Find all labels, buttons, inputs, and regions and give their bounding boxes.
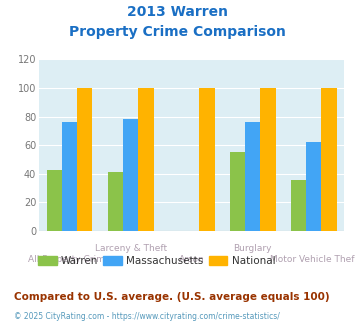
Text: Arson: Arson [179,255,204,264]
Text: Burglary: Burglary [234,244,272,253]
Bar [47,170,62,231]
Bar [62,122,77,231]
Text: Compared to U.S. average. (U.S. average equals 100): Compared to U.S. average. (U.S. average … [14,292,330,302]
Bar [123,119,138,231]
Text: Motor Vehicle Theft: Motor Vehicle Theft [270,255,355,264]
Text: Larceny & Theft: Larceny & Theft [94,244,167,253]
Bar [200,88,214,231]
Bar [261,88,275,231]
Bar [108,172,123,231]
Bar [322,88,337,231]
Text: 2013 Warren: 2013 Warren [127,5,228,19]
Text: © 2025 CityRating.com - https://www.cityrating.com/crime-statistics/: © 2025 CityRating.com - https://www.city… [14,312,280,321]
Bar [245,122,261,231]
Text: Property Crime Comparison: Property Crime Comparison [69,25,286,39]
Bar [77,88,92,231]
Legend: Warren, Massachusetts, National: Warren, Massachusetts, National [34,252,279,270]
Bar [230,152,245,231]
Text: All Property Crime: All Property Crime [28,255,111,264]
Bar [306,142,322,231]
Bar [138,88,153,231]
Bar [291,180,306,231]
